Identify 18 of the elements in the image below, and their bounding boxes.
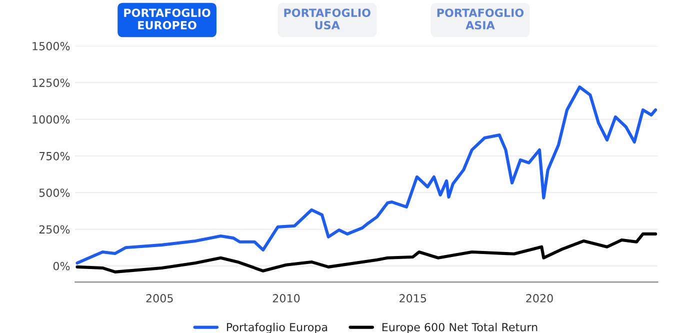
text: PORTAFOGLIO USA: [284, 8, 370, 30]
legend-label: Portafoglio Europa: [226, 322, 328, 333]
y-tick-label: 500%: [39, 188, 70, 197]
legend-label: Europe 600 Net Total Return: [382, 322, 538, 333]
y-tick-label: 250%: [39, 225, 70, 234]
x-tick-label: 2015: [400, 294, 426, 302]
x-tick-label: 2020: [526, 294, 553, 302]
line-series: [76, 85, 658, 265]
text: PORTAFOGLIO ASIA: [437, 8, 524, 30]
text: PORTAFOGLIO EUROPEO: [124, 8, 210, 30]
y-tick-label: 1250%: [32, 78, 70, 87]
x-tick-label: 2010: [272, 294, 300, 302]
y-tick-label: 1500%: [32, 42, 70, 50]
y-tick-label: 750%: [39, 152, 70, 160]
x-tick-label: 2005: [146, 294, 173, 302]
y-tick-label: 1000%: [32, 115, 70, 124]
y-tick-label: 0%: [53, 262, 70, 270]
line-series: [76, 232, 658, 274]
